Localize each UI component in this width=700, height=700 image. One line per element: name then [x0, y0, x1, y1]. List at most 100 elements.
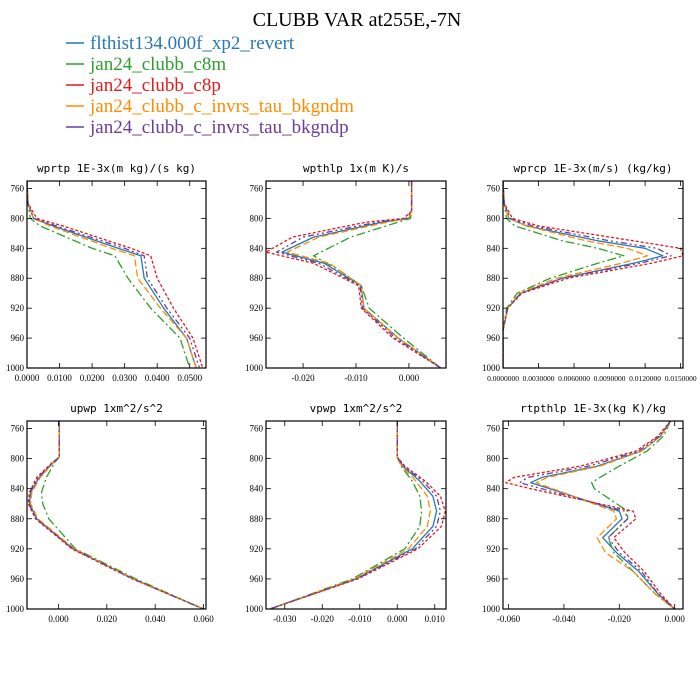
x-tick-label: 0.040: [145, 614, 166, 624]
series-line: [269, 421, 431, 609]
y-tick-label: 920: [11, 303, 25, 313]
y-tick-label: 960: [11, 574, 25, 584]
y-tick-label: 880: [487, 514, 501, 524]
series-line: [27, 181, 197, 368]
series-line: [27, 181, 204, 368]
y-tick-label: 880: [487, 273, 501, 283]
x-tick-label: 0.0060000: [558, 374, 590, 383]
y-tick-label: 1000: [6, 363, 25, 373]
x-tick-label: 0.020: [97, 614, 118, 624]
series-line: [27, 421, 204, 609]
y-tick-label: 800: [250, 454, 264, 464]
y-tick-label: 1000: [245, 604, 264, 614]
legend: flthist134.000f_xp2_revertjan24_clubb_c8…: [66, 33, 354, 138]
y-tick-label: 960: [250, 574, 264, 584]
y-tick-label: 760: [250, 424, 264, 434]
panel-title: upwp 1xm^2/s^2: [70, 402, 163, 415]
y-tick-label: 840: [250, 243, 264, 253]
y-tick-label: 1000: [482, 604, 501, 614]
series-line: [281, 181, 442, 368]
x-tick-label: 0.000: [399, 373, 420, 383]
y-tick-label: 800: [487, 454, 501, 464]
panel-1: wprtp 1E-3x(m kg)/(s kg) 760 800 840 880 920 9…: [6, 162, 207, 383]
x-tick-label: 0.0030000: [523, 374, 555, 383]
x-tick-label: -0.030: [273, 614, 297, 624]
series-line: [40, 421, 204, 609]
x-tick-label: -0.020: [291, 373, 315, 383]
legend-entry: jan24_clubb_c8m: [66, 54, 226, 75]
series-line: [27, 181, 191, 368]
series-line: [590, 421, 676, 609]
series-line: [518, 421, 676, 609]
panel-title: vpwp 1xm^2/s^2: [310, 402, 403, 415]
x-tick-label: 0.000: [665, 614, 686, 624]
plot-frame: [265, 420, 447, 610]
panel-title: wprtp 1E-3x(m kg)/(s kg): [37, 162, 196, 175]
y-tick-label: 920: [250, 544, 264, 554]
legend-label: jan24_clubb_c_invrs_tau_bkgndp: [89, 117, 349, 138]
y-tick-label: 840: [250, 484, 264, 494]
y-tick-label: 840: [11, 484, 25, 494]
x-tick-label: 0.0000000: [487, 374, 519, 383]
y-tick-label: 760: [11, 183, 25, 193]
series-line: [286, 181, 442, 368]
plot-frame: [502, 420, 684, 610]
series-line: [269, 421, 446, 609]
y-tick-label: 920: [487, 303, 501, 313]
y-tick-label: 840: [487, 484, 501, 494]
y-tick-label: 760: [11, 424, 25, 434]
plot-frame: [26, 420, 207, 610]
x-tick-label: 0.0300: [112, 373, 137, 383]
plot-frame: [26, 180, 207, 369]
x-tick-label: 0.0120000: [629, 374, 661, 383]
legend-label: jan24_clubb_c8p: [89, 75, 221, 96]
series-line: [27, 181, 197, 368]
legend-entry: flthist134.000f_xp2_revert: [66, 33, 295, 54]
x-tick-label: 0.010: [425, 614, 446, 624]
plot-frame: [502, 180, 684, 369]
y-tick-label: 960: [250, 333, 264, 343]
x-tick-label: -0.060: [497, 614, 521, 624]
y-tick-label: 760: [487, 424, 501, 434]
y-tick-label: 1000: [6, 604, 25, 614]
y-tick-label: 840: [487, 243, 501, 253]
panel-6: rtpthlp 1E-3x(kg K)/kg 760 800 840 880 920 960…: [482, 402, 685, 624]
y-tick-label: 880: [11, 514, 25, 524]
series-line: [269, 421, 423, 609]
panel-title: rtpthlp 1E-3x(kg K)/kg: [520, 402, 666, 415]
y-tick-label: 1000: [482, 363, 501, 373]
panel-3: wprcp 1E-3x(m/s) (kg/kg) 760 800 840 880 920 9…: [482, 162, 697, 383]
x-tick-label: -0.020: [311, 614, 335, 624]
y-tick-label: 760: [487, 183, 501, 193]
y-tick-label: 880: [11, 273, 25, 283]
y-tick-label: 880: [250, 514, 264, 524]
x-tick-label: -0.020: [608, 614, 632, 624]
y-tick-label: 920: [487, 544, 501, 554]
y-tick-label: 800: [250, 213, 264, 223]
y-tick-label: 800: [11, 454, 25, 464]
panel-4: upwp 1xm^2/s^2 760 800 840 880 920 960 1000 0.00…: [6, 402, 214, 624]
legend-label: jan24_clubb_c8m: [89, 54, 226, 75]
series-group: [269, 421, 446, 609]
panels: wprtp 1E-3x(m kg)/(s kg) 760 800 840 880 920 9…: [6, 162, 697, 624]
series-line: [28, 421, 204, 609]
x-tick-label: 0.000: [48, 614, 69, 624]
x-tick-label: -0.010: [348, 614, 372, 624]
series-line: [503, 181, 672, 368]
legend-label: flthist134.000f_xp2_revert: [90, 33, 295, 54]
series-group: [27, 421, 204, 609]
series-line: [312, 181, 442, 368]
x-tick-label: 0.0150000: [665, 374, 697, 383]
series-line: [535, 421, 676, 609]
series-group: [503, 181, 683, 368]
panel-2: wpthlp 1x(m K)/s 760 800 840 880 920 960 1000 -0…: [245, 162, 447, 383]
panel-title: wpthlp 1x(m K)/s: [303, 162, 409, 175]
series-line: [266, 181, 442, 368]
x-tick-label: 0.000: [387, 614, 408, 624]
series-group: [266, 181, 442, 368]
series-line: [530, 421, 676, 609]
x-tick-label: -0.040: [552, 614, 576, 624]
series-line: [269, 421, 442, 609]
series-group: [505, 421, 676, 609]
y-tick-label: 920: [11, 544, 25, 554]
